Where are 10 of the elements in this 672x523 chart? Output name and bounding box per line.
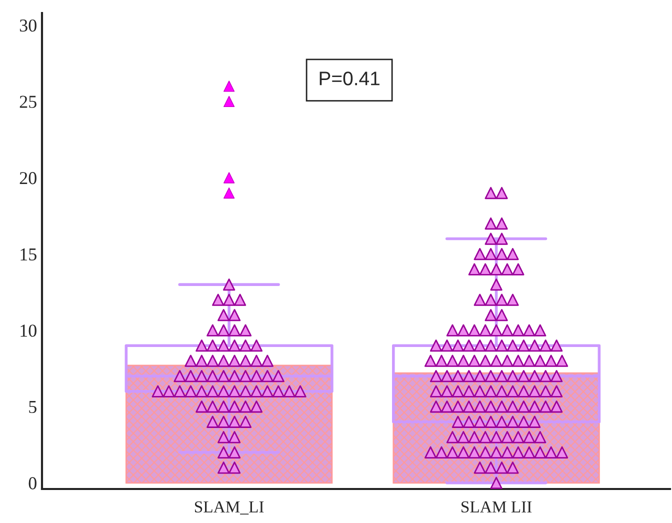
annotation: P=0.41 bbox=[320, 72, 380, 86]
y-tick-label: 30 bbox=[20, 19, 36, 32]
y-tick-label: 0 bbox=[28, 477, 36, 490]
y-tick-label: 25 bbox=[20, 96, 36, 108]
x-tick-label: SLAM_LI bbox=[194, 501, 264, 515]
y-tick-label: 5 bbox=[29, 401, 36, 414]
y-tick-label: 15 bbox=[20, 248, 36, 260]
y-tick-label: 10 bbox=[20, 324, 36, 337]
y-tick-label: 20 bbox=[20, 172, 36, 184]
x-tick-label: SLAM LII bbox=[462, 501, 532, 513]
